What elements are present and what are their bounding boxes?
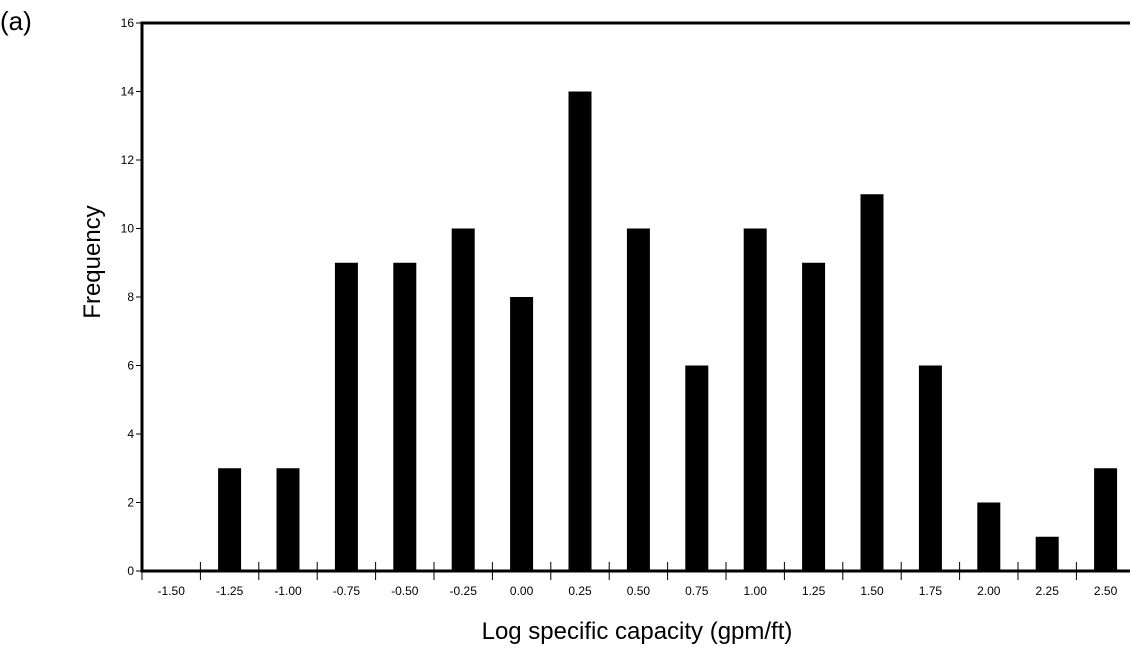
x-tick-label: 0.25 (568, 584, 592, 598)
bar--1.00 (276, 468, 300, 571)
y-tick-label: 4 (127, 427, 134, 441)
y-tick-label: 16 (121, 16, 135, 30)
y-tick-label: 2 (127, 496, 134, 510)
panel-label: (a) (0, 6, 32, 36)
bar-1.50 (860, 194, 884, 571)
x-tick-label: 2.25 (1036, 584, 1060, 598)
y-tick-label: 12 (121, 153, 135, 167)
x-axis-title: Log specific capacity (gpm/ft) (482, 618, 793, 645)
y-axis-ticks: 0 2 4 6 8 10 12 14 16 (121, 16, 142, 578)
x-tick-label: -1.25 (216, 584, 244, 598)
bar--0.50 (393, 262, 417, 571)
bar--0.25 (451, 228, 475, 571)
bar-1.25 (802, 262, 826, 571)
bar-0.50 (626, 228, 650, 571)
x-tick-label: -0.50 (391, 584, 419, 598)
x-tick-label: 0.00 (510, 584, 534, 598)
bar-2.25 (1035, 536, 1059, 571)
x-tick-label: 1.25 (802, 584, 826, 598)
bar-0.00 (510, 297, 534, 571)
bars-group (218, 91, 1118, 571)
x-tick-label: 0.50 (627, 584, 651, 598)
axes-group (140, 21, 1130, 573)
y-axis-title: Frequency (79, 205, 106, 318)
y-tick-label: 8 (127, 290, 134, 304)
x-tick-label: 1.00 (744, 584, 768, 598)
bar-1.75 (918, 365, 942, 571)
bar-2.50 (1094, 468, 1118, 571)
x-tick-label: -0.25 (450, 584, 478, 598)
y-tick-label: 10 (121, 222, 135, 236)
x-tick-label: 1.75 (919, 584, 943, 598)
x-tick-label: -0.75 (333, 584, 361, 598)
y-tick-label: 0 (127, 564, 134, 578)
x-tick-label: -1.00 (274, 584, 302, 598)
bar-1.00 (743, 228, 767, 571)
bar-0.75 (685, 365, 709, 571)
bar-2.00 (977, 502, 1001, 571)
x-axis-ticks: -1.50 -1.25 -1.00 -0.75 -0.50 -0.25 0.00 0.25 0.… (141, 562, 1118, 598)
bar--0.75 (334, 262, 358, 571)
y-tick-label: 6 (127, 359, 134, 373)
x-tick-label: 2.00 (977, 584, 1001, 598)
x-tick-label: 2.50 (1094, 584, 1118, 598)
x-tick-label: 0.75 (685, 584, 709, 598)
y-tick-label: 14 (121, 85, 135, 99)
x-tick-label: -1.50 (158, 584, 186, 598)
bar--1.25 (218, 468, 242, 571)
x-tick-label: 1.50 (860, 584, 884, 598)
bar-0.25 (568, 91, 592, 571)
